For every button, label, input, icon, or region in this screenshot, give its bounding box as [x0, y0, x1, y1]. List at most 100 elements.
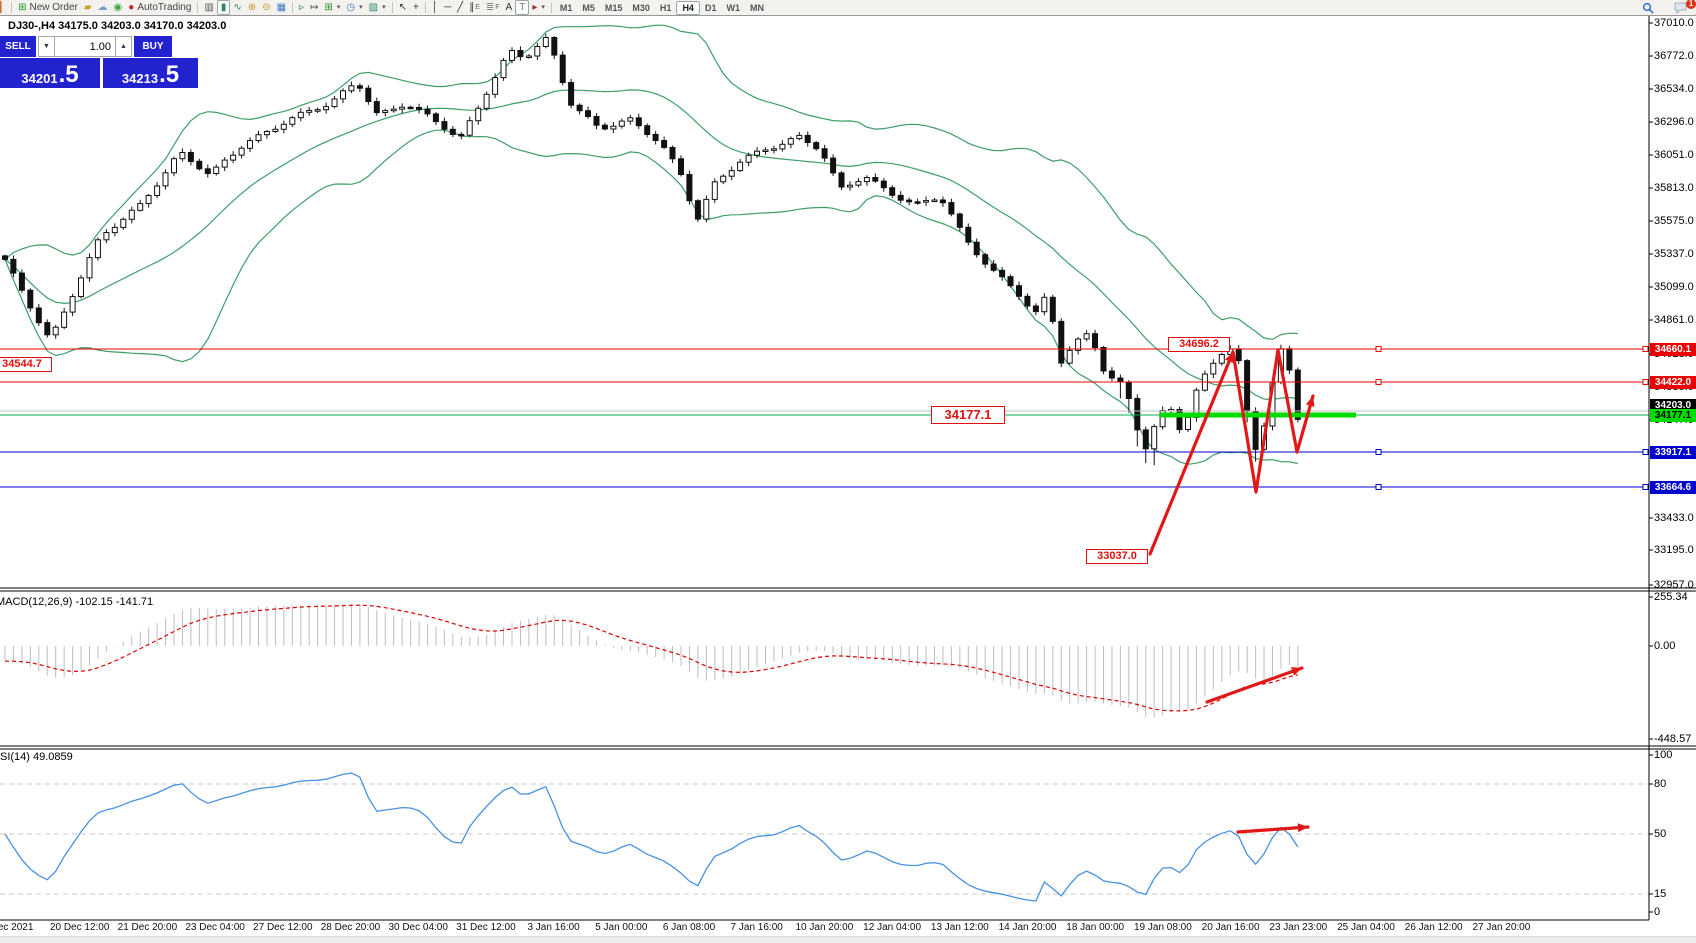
horizontal-line-icon[interactable]: ─ [441, 1, 454, 14]
chart-shift-icon[interactable]: ↦ [307, 1, 321, 14]
cloud-icon[interactable]: ☁ [95, 1, 111, 14]
toolbar: ▌ ⊞ New Order ▰ ☁ ◉ ● AutoTrading ▥ ▮ ∿ ⊕ ⊖ ▦ ▹ ↦ ⊞ ▾ ◷ ▾ ▨ ▾… [0, 0, 1696, 16]
timeframe-h1[interactable]: H1 [659, 2, 672, 13]
autotrading-button-glyph: ● [128, 1, 135, 13]
templates-button[interactable]: ▨ ▾ [368, 1, 386, 13]
new-chart-button[interactable]: ⊞ ▾ [324, 1, 341, 13]
rsi-axis-label: 0 [1654, 906, 1661, 918]
pane-borders[interactable] [0, 15, 1696, 921]
buy-price[interactable]: 34213 .5 [103, 58, 198, 88]
tile-windows-icon-glyph: ▦ [276, 1, 287, 13]
date-axis-label: 23 Jan 23:00 [1269, 922, 1328, 933]
timeframe-w1[interactable]: W1 [726, 2, 740, 13]
volume-down-button[interactable]: ▼ [38, 36, 55, 57]
fibonacci-icon[interactable]: ≣ F [485, 1, 500, 13]
buy-button[interactable]: BUY [134, 36, 172, 57]
tile-windows-icon[interactable]: ▦ [274, 1, 289, 14]
candlesticks [2, 33, 1301, 466]
price-axis-label: 36772.0 [1654, 50, 1694, 62]
price-level-badge: 34177.1 [1650, 409, 1696, 422]
new-order-button[interactable]: ⊞ New Order [18, 1, 78, 13]
trendline-icon[interactable]: ╱ [454, 1, 466, 14]
toolbar-separator [550, 2, 552, 13]
timeframe-m5[interactable]: M5 [582, 2, 595, 13]
volume-up-button[interactable]: ▲ [115, 36, 132, 57]
equidistant-channel-icon[interactable]: ∥ E [469, 1, 480, 13]
zoom-in-icon[interactable]: ⊕ [245, 1, 259, 14]
sell-price[interactable]: 34201 .5 [0, 58, 100, 88]
autotrading-button[interactable]: ● AutoTrading [128, 1, 192, 13]
buy-price-main: 34213 [121, 71, 159, 86]
current-price-badge: 34203.0 [1650, 399, 1696, 412]
macd-indicator-label: MACD(12,26,9) -102.15 -141.71 [0, 596, 154, 608]
annotation-price-box[interactable]: 33037.0 [1086, 549, 1148, 564]
zoom-out-icon[interactable]: ⊖ [259, 1, 273, 14]
candlestick-chart-icon[interactable]: ▮ [216, 0, 231, 15]
annotation-arrows[interactable] [1148, 348, 1315, 834]
date-axis-label: 23 Dec 04:00 [185, 922, 245, 933]
search-icon[interactable] [1639, 1, 1657, 14]
timeframe-d1[interactable]: D1 [704, 2, 717, 13]
price-axis-label: 33433.0 [1654, 512, 1694, 524]
horizontal-levels[interactable] [0, 346, 1649, 490]
date-axis-label: 31 Dec 12:00 [456, 922, 516, 933]
bar-chart-icon-glyph: ▥ [204, 1, 214, 13]
fibonacci-icon-glyph: ≣ [485, 1, 495, 13]
price-axis-label: 36534.0 [1654, 83, 1694, 95]
annotation-price-box[interactable]: 34177.1 [931, 406, 1005, 424]
crosshair-icon-glyph: + [412, 1, 419, 13]
date-axis-label: 6 Jan 08:00 [662, 922, 716, 933]
vertical-line-icon[interactable]: │ [429, 1, 441, 14]
line-chart-icon[interactable]: ∿ [230, 1, 244, 14]
text-label-icon[interactable]: T [515, 0, 530, 15]
date-axis-label: Dec 2021 [0, 922, 34, 933]
timeframe-mn[interactable]: MN [749, 2, 764, 13]
one-click-trading-panel: SELL ▼ 1.00 ▲ BUY 34201 .5 34213 .5 [0, 36, 198, 88]
chart-shift-icon-glyph: ↦ [310, 1, 319, 13]
timeframe-m30[interactable]: M30 [632, 2, 650, 13]
price-level-badge: 33664.6 [1650, 481, 1696, 494]
rsi-axis-label: 15 [1654, 888, 1667, 900]
text-icon-glyph: A [505, 1, 513, 13]
macd-histogram [4, 604, 1299, 718]
gold-icon[interactable]: ▰ [81, 1, 95, 14]
crosshair-icon[interactable]: + [410, 1, 422, 14]
signal-icon-glyph: ◉ [113, 1, 123, 13]
auto-scroll-icon[interactable]: ▹ [296, 1, 307, 14]
periods-button[interactable]: ◷ ▾ [346, 1, 363, 13]
line-chart-icon-glyph: ∿ [233, 1, 242, 13]
annotation-price-box[interactable]: 34544.7 [0, 357, 52, 372]
date-axis-label: 25 Jan 04:00 [1337, 922, 1395, 933]
annotation-price-box[interactable]: 34696.2 [1168, 337, 1230, 352]
text-icon[interactable]: A [503, 1, 516, 14]
price-axis-label: 35337.0 [1654, 248, 1694, 260]
chart-title: DJ30-,H4 34175.0 34203.0 34170.0 34203.0 [8, 20, 227, 32]
date-axis-label: 27 Jan 20:00 [1472, 922, 1531, 933]
cursor-icon[interactable]: ↖ [396, 1, 410, 14]
vertical-line-icon-glyph: │ [431, 1, 439, 13]
macd-axis-label: 255.34 [1654, 591, 1688, 603]
chart-area[interactable] [0, 15, 1696, 936]
price-axis-label: 32957.0 [1654, 579, 1694, 591]
candlestick-chart-icon-glyph: ▮ [220, 1, 227, 13]
date-axis-label: 10 Jan 20:00 [795, 922, 854, 933]
new-chart-button-glyph: ⊞ [324, 1, 333, 13]
bar-chart-icon[interactable]: ▥ [201, 1, 216, 14]
templates-button-glyph: ▨ [368, 1, 379, 13]
timeframe-m15[interactable]: M15 [604, 2, 623, 13]
arrows-button[interactable]: ▸ ▾ [532, 1, 545, 13]
price-axis-label: 36051.0 [1654, 149, 1694, 161]
price-axis-label: 35813.0 [1654, 182, 1694, 194]
sell-button[interactable]: SELL [0, 36, 38, 57]
timeframe-h4[interactable]: H4 [676, 0, 700, 15]
signal-icon[interactable]: ◉ [111, 1, 126, 14]
toolbar-separator [11, 2, 13, 13]
timeframe-m1[interactable]: M1 [559, 2, 573, 13]
date-axis-label: 18 Jan 00:00 [1066, 922, 1125, 933]
macd-signal-line [5, 604, 1298, 712]
trendline-icon-glyph: ╱ [457, 1, 464, 13]
chat-icon[interactable]: 1 [1671, 0, 1696, 14]
volume-input[interactable]: 1.00 [55, 36, 115, 57]
clipped-icon[interactable]: ▌ [0, 1, 8, 14]
